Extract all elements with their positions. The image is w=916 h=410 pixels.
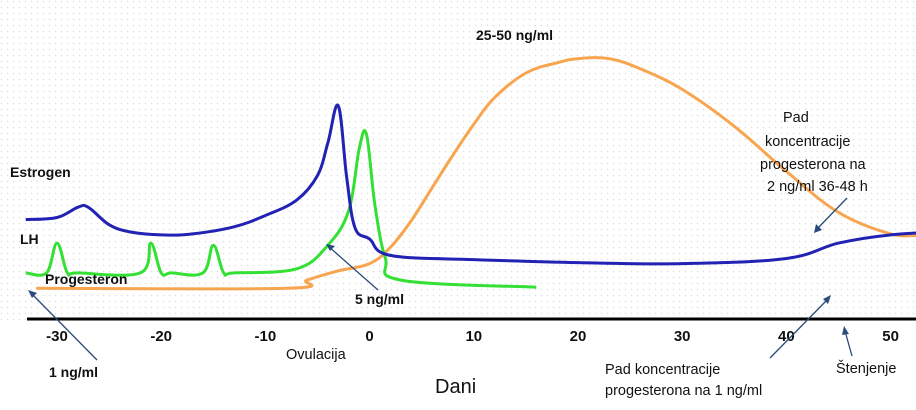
x-tick-label: -10 bbox=[255, 328, 277, 345]
annotation-drop-line-3: progesterona na bbox=[760, 157, 867, 173]
x-tick-label: 50 bbox=[882, 328, 899, 345]
x-tick-label: 0 bbox=[365, 328, 373, 345]
dotted-background bbox=[0, 0, 916, 320]
annotation-lh-arrowhead bbox=[326, 244, 335, 251]
x-tick-labels: -30-20-100102030405060 bbox=[46, 328, 899, 345]
series-lines bbox=[25, 56, 916, 291]
annotation-peak: 25-50 ng/ml bbox=[476, 27, 553, 43]
annotation-whelping-arrowhead bbox=[842, 326, 849, 335]
x-tick-label: 10 bbox=[465, 328, 482, 345]
annotation-drop-line-4: 2 ng/ml 36-48 h bbox=[767, 179, 868, 195]
series-label-estrogen: Estrogen bbox=[10, 164, 71, 180]
annotation-whelping-arrow bbox=[844, 330, 853, 357]
annotation-drop-line-1: Pad bbox=[783, 110, 809, 126]
series-line-progesteron bbox=[36, 56, 916, 291]
x-tick-label: 30 bbox=[674, 328, 691, 345]
x-tick-label: 40 bbox=[778, 328, 795, 345]
annotation-final-arrowhead bbox=[823, 295, 831, 304]
annotation-baseline-arrow bbox=[29, 291, 98, 361]
x-tick-label: 20 bbox=[570, 328, 587, 345]
series-line-estrogen bbox=[25, 103, 916, 266]
annotation-final-arrow bbox=[769, 297, 830, 359]
annotation-lh-level: 5 ng/ml bbox=[355, 291, 404, 307]
annotation-ovulation: Ovulacija bbox=[286, 347, 347, 363]
series-line-lh bbox=[25, 129, 537, 289]
annotation-lh-arrow bbox=[327, 245, 379, 291]
annotation-drop-arrowhead bbox=[814, 224, 822, 233]
annotation-final-line-1: Pad koncentracije bbox=[605, 362, 720, 378]
annotation-final-line-2: progesterona na 1 ng/ml bbox=[605, 383, 762, 399]
annotation-drop-arrow bbox=[815, 197, 848, 231]
annotation-drop-line-2: koncentracije bbox=[765, 134, 850, 150]
series-label-progesteron: Progesteron bbox=[45, 271, 127, 287]
annotation-baseline-arrowhead bbox=[28, 290, 37, 298]
x-tick-label: -20 bbox=[150, 328, 172, 345]
annotation-baseline: 1 ng/ml bbox=[49, 364, 98, 380]
x-tick-label: -30 bbox=[46, 328, 68, 345]
annotation-whelping: Štenjenje bbox=[836, 360, 896, 377]
series-label-lh: LH bbox=[20, 231, 39, 247]
x-axis-label: Dani bbox=[435, 376, 476, 398]
